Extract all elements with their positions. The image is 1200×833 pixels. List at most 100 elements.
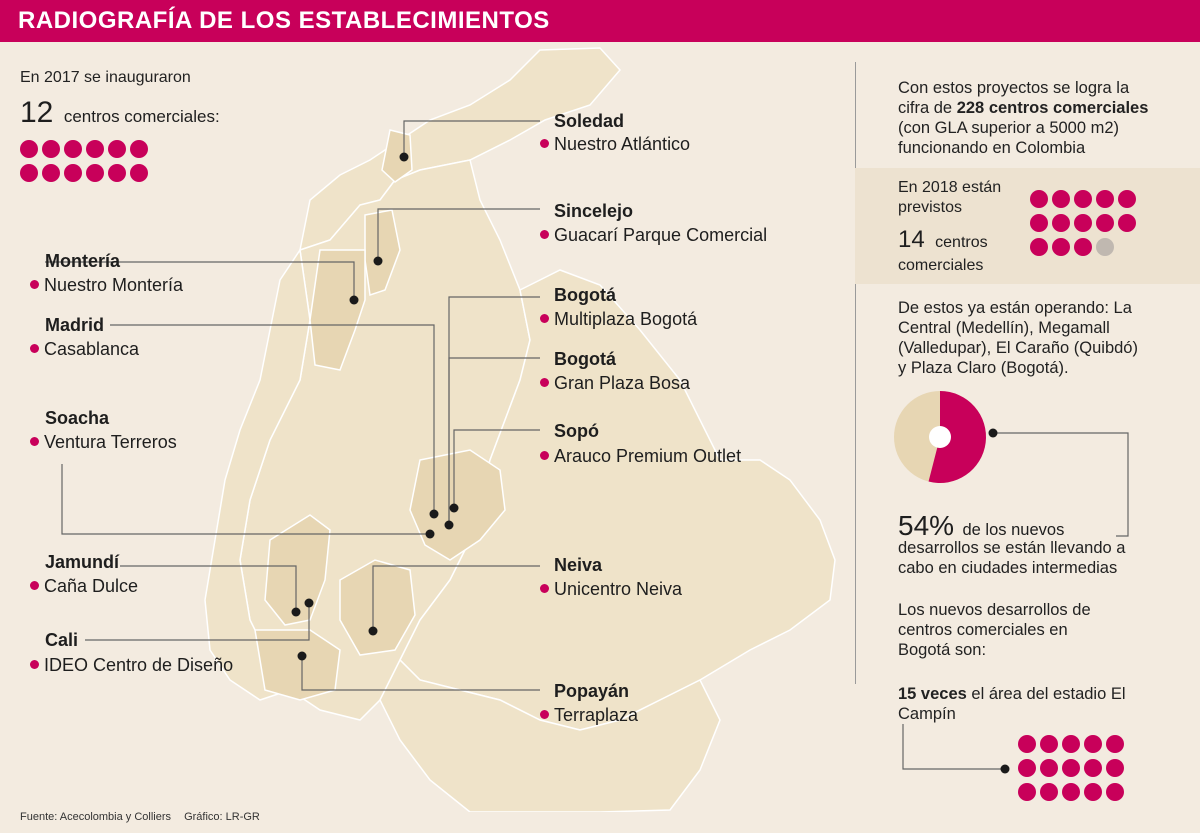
dot (1040, 735, 1058, 753)
dot (64, 164, 82, 182)
dot (1030, 214, 1048, 232)
bogota-line-1: Los nuevos desarrollos de (898, 601, 1091, 619)
pie-leader-line (993, 432, 1129, 537)
city-label-bogota-2: Bogotá (554, 349, 616, 369)
dot (1062, 759, 1080, 777)
marker-sopo (449, 503, 459, 513)
stadium-text: 15 veces el área del estadio El Campín (898, 684, 1126, 724)
city-label-cali: Cali (45, 630, 79, 650)
operating-text: De estos ya están operando: La Central (… (898, 298, 1138, 378)
planned-line-2: previstos (898, 199, 963, 216)
dot (1052, 238, 1070, 256)
dot (20, 164, 38, 182)
pct-line-3: cabo en ciudades intermedias (898, 559, 1118, 577)
mall-name: Casablanca (44, 339, 140, 359)
mall-name: Unicentro Neiva (554, 579, 683, 599)
dot (1118, 214, 1136, 232)
mall-label-monteria: Nuestro Montería (30, 275, 183, 296)
dot (1030, 190, 1048, 208)
pie-center-hole (929, 426, 951, 448)
dot (86, 140, 104, 158)
total-line-1: Con estos proyectos se logra la (898, 79, 1130, 97)
mall-name: Nuestro Montería (44, 275, 184, 295)
planned-2018-box: En 2018 están previstos 14 centros comer… (855, 168, 1200, 284)
leader-sopo (453, 429, 540, 508)
total-malls-text: Con estos proyectos se logra la cifra de… (898, 78, 1148, 158)
bullet (540, 450, 549, 460)
bullet (540, 583, 549, 593)
dot (1106, 783, 1124, 801)
mall-name: Nuestro Atlántico (554, 134, 691, 154)
marker-monteria (349, 295, 359, 305)
mall-label-jamundi: Caña Dulce (30, 576, 138, 597)
map-region-valle (264, 514, 331, 626)
leader-lines (45, 120, 540, 691)
dot (1040, 783, 1058, 801)
bullet (540, 377, 549, 387)
dot (1106, 759, 1124, 777)
city-label-sopo: Sopó (554, 421, 599, 441)
map-region-huila (339, 559, 416, 656)
pie-leader-marker (988, 428, 998, 438)
dot (108, 164, 126, 182)
total-line-4: funcionando en Colombia (898, 139, 1086, 157)
intro-number: 12 (20, 96, 54, 129)
operating-line-2: Central (Medellín), Megamall (898, 319, 1110, 337)
mall-label-cali: IDEO Centro de Diseño (30, 655, 233, 676)
operating-line-3: (Valledupar), El Caraño (Quibdó) (898, 339, 1138, 357)
leader-sincelejo (377, 208, 540, 261)
dot (1018, 735, 1036, 753)
dot (1040, 759, 1058, 777)
marker-neiva (368, 626, 378, 636)
marker-soledad (399, 152, 409, 162)
city-label-monteria: Montería (45, 251, 121, 271)
dot (1118, 190, 1136, 208)
dot (1106, 735, 1124, 753)
total-line-2-pre: cifra de (898, 99, 953, 117)
footer-source: Fuente: Acecolombia y Colliers (20, 811, 172, 823)
mall-label-neiva: Unicentro Neiva (540, 579, 682, 600)
mall-label-madrid: Casablanca (30, 339, 139, 360)
total-line-2: cifra de 228 centros comerciales (898, 98, 1148, 118)
bullet (30, 436, 39, 446)
bogota-line-2: centros comerciales en (898, 621, 1068, 639)
bullet (30, 580, 39, 590)
stadium-line-2: Campín (898, 705, 956, 723)
dot (1084, 783, 1102, 801)
intro-text: centros comerciales: (63, 107, 220, 126)
marker-jamundi (291, 607, 301, 617)
mall-name: Multiplaza Bogotá (554, 309, 698, 329)
planned-count-row: 14 centros (898, 226, 988, 254)
marker-bogota (444, 520, 454, 530)
bullet (540, 709, 549, 719)
marker-soacha (425, 529, 435, 539)
planned-line-1: En 2018 están (898, 179, 1002, 196)
marker-madrid (429, 509, 439, 519)
bullet (540, 229, 549, 239)
dot (108, 140, 126, 158)
dot (64, 140, 82, 158)
city-label-soledad: Soledad (554, 111, 625, 131)
marker-sincelejo (373, 256, 383, 266)
pct-value: 54% (898, 510, 955, 541)
planned-number: 14 (898, 226, 925, 253)
pct-block: 54% de los nuevos (898, 510, 1064, 542)
bullet (30, 659, 39, 669)
city-label-sincelejo: Sincelejo (554, 201, 634, 221)
leader-neiva (372, 565, 540, 631)
page-title: RADIOGRAFÍA DE LOS ESTABLECIMIENTOS (18, 7, 550, 34)
leader-monteria (45, 261, 355, 300)
dot (42, 140, 60, 158)
stadium-line-1: 15 veces el área del estadio El (898, 684, 1126, 704)
operating-line-1: De estos ya están operando: La (898, 299, 1132, 317)
vertical-divider (855, 62, 856, 684)
mall-label-popayan: Terraplaza (540, 705, 638, 726)
city-label-bogota-1: Bogotá (554, 285, 616, 305)
dot (86, 164, 104, 182)
dot (1062, 735, 1080, 753)
map-region-cordoba (309, 249, 366, 371)
planned-line-3: centros (935, 234, 988, 251)
stadium-leader-marker (1000, 764, 1010, 774)
mall-label-bogota-1: Multiplaza Bogotá (540, 309, 697, 330)
planned-line-4: comerciales (898, 257, 984, 274)
